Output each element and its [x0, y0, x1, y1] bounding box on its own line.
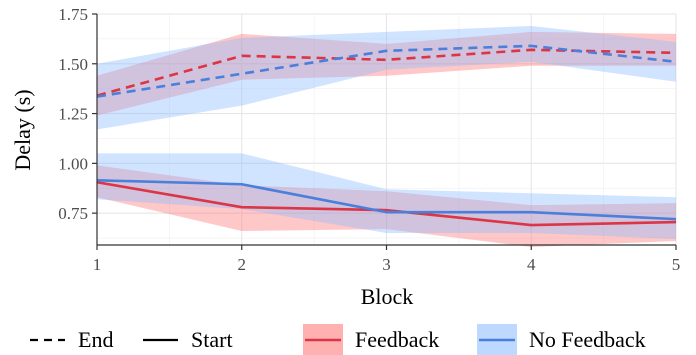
y-tick-label: 1.25 [58, 105, 88, 124]
x-tick-label: 5 [672, 255, 681, 274]
legend-feedback-label: Feedback [355, 327, 439, 352]
legend-start-label: Start [191, 327, 233, 352]
x-axis-label: Block [361, 284, 414, 309]
series-lines [96, 44, 677, 227]
y-tick-label: 1.50 [58, 55, 88, 74]
axes: 0.75 1.00 1.25 1.50 1.75 1 2 3 4 5 [58, 5, 680, 274]
x-tick-label: 1 [93, 255, 102, 274]
band-start-no-feedback [97, 153, 676, 240]
line-start-no-feedback [96, 178, 677, 221]
x-tick-label: 2 [238, 255, 247, 274]
legend: End Start Feedback No Feedback [30, 324, 646, 355]
line-end-no-feedback [96, 44, 677, 98]
band-end-no-feedback [97, 25, 676, 130]
legend-end-label: End [78, 327, 113, 352]
confidence-bands [97, 25, 676, 247]
y-tick-label: 1.00 [58, 154, 88, 173]
line-start-feedback [96, 180, 677, 227]
legend-no-feedback-label: No Feedback [529, 327, 646, 352]
y-tick-label: 0.75 [58, 204, 88, 223]
band-end-feedback [97, 31, 676, 116]
y-axis-label: Delay (s) [10, 89, 35, 170]
x-tick-label: 3 [382, 255, 391, 274]
x-tick-label: 4 [527, 255, 536, 274]
band-start-feedback [97, 165, 676, 247]
y-tick-label: 1.75 [58, 5, 88, 24]
